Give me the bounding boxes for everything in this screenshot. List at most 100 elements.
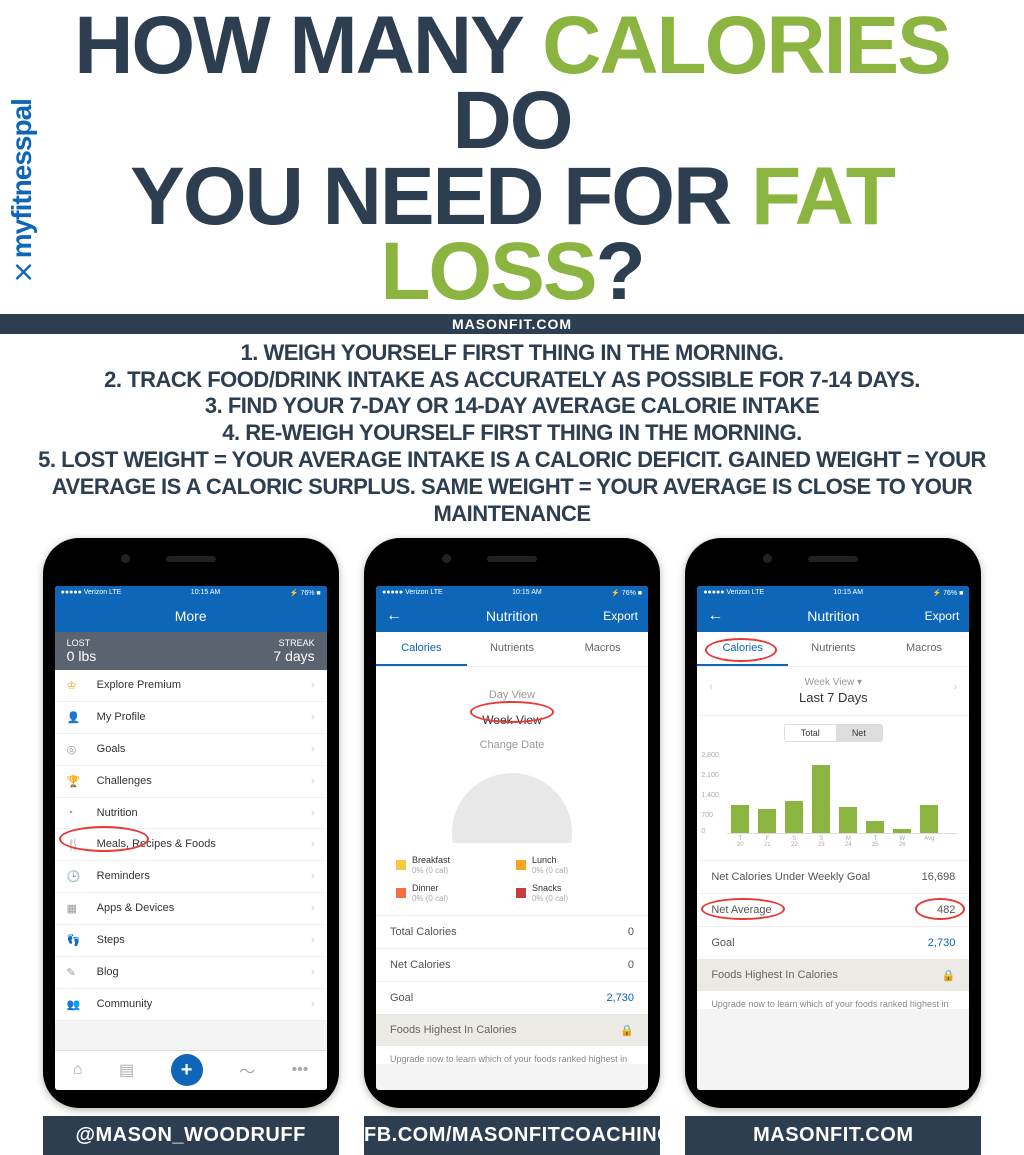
chevron-right-icon: › (311, 966, 315, 978)
nutrition-tabs: Calories Nutrients Macros (376, 632, 648, 667)
menu-item-reminders[interactable]: 🕒Reminders› (55, 861, 327, 893)
progress-icon[interactable]: 〜 (239, 1058, 255, 1082)
chevron-right-icon: › (311, 711, 315, 723)
y-label: 2,100 (701, 772, 719, 779)
add-button[interactable]: + (171, 1054, 203, 1086)
status-bar: ●●●●● Verizon LTE10:15 AM⚡ 76% ■ (376, 586, 648, 600)
day-view-option[interactable]: Day View (376, 683, 648, 707)
tab-macros[interactable]: Macros (879, 632, 970, 666)
tab-nutrients[interactable]: Nutrients (788, 632, 879, 666)
phone-1-screen: ●●●●● Verizon LTE10:15 AM⚡ 76% ■ More LO… (55, 586, 327, 1090)
export-button[interactable]: Export (603, 609, 638, 623)
menu-icon: 👣 (67, 934, 87, 947)
foods-highest-row[interactable]: Foods Highest In Calories🔒 (697, 959, 969, 991)
date-range: Last 7 Days (707, 690, 959, 705)
chart-bar (839, 807, 857, 833)
week-navigator[interactable]: ‹ Week View ▾ Last 7 Days › (697, 667, 969, 716)
total-net-toggle[interactable]: Total Net (697, 716, 969, 750)
menu-icon: ✎ (67, 966, 87, 979)
legend-item: Dinner0% (0 cal) (396, 883, 508, 903)
more-list: ♔Explore Premium› 👤 My Profile › ◎Goals›🏆Cha… (55, 670, 327, 1021)
phone-2-screen: ●●●●● Verizon LTE10:15 AM⚡ 76% ■ ← Nutri… (376, 586, 648, 1090)
y-label: 0 (701, 828, 705, 835)
tab-macros[interactable]: Macros (557, 632, 648, 666)
phone-3: ●●●●● Verizon LTE10:15 AM⚡ 76% ■ ← Nutri… (685, 538, 981, 1108)
menu-item-meals-recipes-foods[interactable]: 🍴Meals, Recipes & Foods› (55, 829, 327, 861)
step-2: 2. TRACK FOOD/DRINK INTAKE AS ACCURATELY… (16, 367, 1008, 394)
lost-label: LOST (67, 638, 97, 648)
menu-icon: 👤 (67, 711, 87, 724)
legend-item: Lunch0% (0 cal) (516, 855, 628, 875)
main-title: HOW MANY CALORIES DO YOU NEED FOR FAT LO… (0, 0, 1024, 310)
x-label: T25 (866, 836, 884, 848)
status-bar: ●●●●● Verizon LTE10:15 AM⚡ 76% ■ (55, 586, 327, 600)
streak-label: STREAK (273, 638, 314, 648)
home-icon[interactable]: ⌂ (73, 1061, 83, 1079)
captions-row: @MASON_WOODRUFF FB.COM/MASONFITCOACHING … (0, 1116, 1024, 1155)
menu-item-goals[interactable]: ◎Goals› (55, 734, 327, 766)
toggle-total[interactable]: Total (785, 725, 836, 741)
nutrition-header: ← Nutrition Export (376, 600, 648, 632)
change-date-option[interactable]: Change Date (376, 733, 648, 757)
x-label: T20 (731, 836, 749, 848)
bottom-nav[interactable]: ⌂ ▤ + 〜 ••• (55, 1050, 327, 1090)
brand-logo: ⨉ myfitnesspal (6, 99, 38, 280)
next-week-icon[interactable]: › (954, 681, 958, 693)
export-button[interactable]: Export (925, 609, 960, 623)
pie-chart (376, 773, 648, 843)
menu-item-apps-devices[interactable]: ▦Apps & Devices› (55, 893, 327, 925)
lock-icon: 🔒 (942, 969, 956, 982)
steps-list: 1. WEIGH YOURSELF FIRST THING IN THE MOR… (0, 340, 1024, 538)
chevron-right-icon: › (311, 870, 315, 882)
foods-highest-row[interactable]: Foods Highest In Calories🔒 (376, 1014, 648, 1046)
back-icon[interactable]: ← (707, 607, 723, 625)
toggle-net[interactable]: Net (836, 725, 882, 741)
legend-item: Breakfast0% (0 cal) (396, 855, 508, 875)
chart-bar (812, 765, 830, 833)
step-3: 3. FIND YOUR 7-DAY OR 14-DAY AVERAGE CAL… (16, 393, 1008, 420)
streak-value: 7 days (273, 648, 314, 664)
menu-item-explore-premium[interactable]: ♔Explore Premium› (55, 670, 327, 702)
title-w2: CALORIES (542, 0, 950, 91)
week-view-label[interactable]: Week View ▾ (707, 677, 959, 688)
chevron-right-icon: › (311, 934, 315, 946)
week-view-option[interactable]: Week View (376, 707, 648, 733)
upgrade-text: Upgrade now to learn which of your foods… (697, 991, 969, 1009)
menu-label: My Profile (97, 711, 146, 723)
legend-swatch (396, 888, 406, 898)
diary-icon[interactable]: ▤ (119, 1060, 134, 1080)
step-5: 5. LOST WEIGHT = YOUR AVERAGE INTAKE IS … (16, 447, 1008, 527)
menu-item-nutrition[interactable]: ◔Nutrition› (55, 798, 327, 829)
lock-icon: 🔒 (620, 1024, 634, 1037)
menu-item-blog[interactable]: ✎Blog› (55, 957, 327, 989)
menu-item-my-profile[interactable]: 👤 My Profile › (55, 702, 327, 734)
under-goal-row: Net Calories Under Weekly Goal16,698 (697, 860, 969, 893)
prev-week-icon[interactable]: ‹ (709, 681, 713, 693)
tab-nutrients[interactable]: Nutrients (467, 632, 558, 666)
menu-item-steps[interactable]: 👣Steps› (55, 925, 327, 957)
calorie-bar-chart: 2,800 2,100 1,400 700 0 T20F21S22S23M24T… (697, 750, 969, 860)
phones-row: ●●●●● Verizon LTE10:15 AM⚡ 76% ■ More LO… (0, 538, 1024, 1108)
menu-item-community[interactable]: 👥Community› (55, 989, 327, 1021)
menu-item-challenges[interactable]: 🏆Challenges› (55, 766, 327, 798)
tab-calories[interactable]: Calories (697, 632, 788, 666)
more-icon[interactable]: ••• (292, 1061, 309, 1079)
x-label: S23 (812, 836, 830, 848)
legend-item: Snacks0% (0 cal) (516, 883, 628, 903)
back-icon[interactable]: ← (386, 607, 402, 625)
x-label: W26 (893, 836, 911, 848)
meal-legend: Breakfast0% (0 cal) Lunch0% (0 cal) Dinner… (376, 843, 648, 915)
legend-swatch (516, 860, 526, 870)
caption-1: @MASON_WOODRUFF (43, 1116, 339, 1155)
y-label: 1,400 (701, 792, 719, 799)
goal-row: Goal2,730 (697, 926, 969, 959)
tab-calories[interactable]: Calories (376, 632, 467, 666)
legend-label: Dinner0% (0 cal) (412, 883, 448, 903)
legend-label: Breakfast0% (0 cal) (412, 855, 450, 875)
y-label: 700 (701, 812, 713, 819)
nutrition-header: ← Nutrition Export (697, 600, 969, 632)
view-selector[interactable]: Day View Week View Change Date (376, 667, 648, 773)
menu-label: Meals, Recipes & Foods (97, 838, 216, 850)
phone-3-screen: ●●●●● Verizon LTE10:15 AM⚡ 76% ■ ← Nutri… (697, 586, 969, 1090)
chevron-right-icon: › (311, 679, 315, 691)
